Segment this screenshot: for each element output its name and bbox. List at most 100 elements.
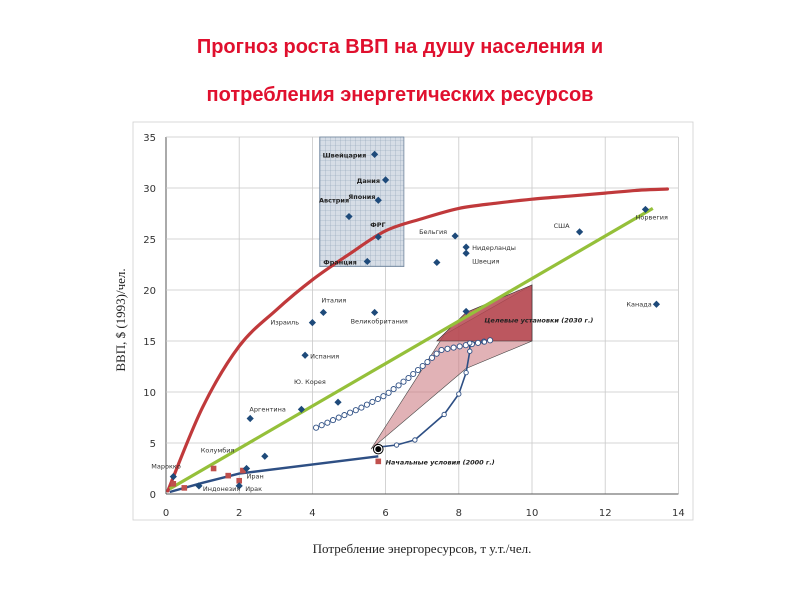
country-label: Ирак (245, 485, 262, 493)
country-marker (261, 452, 269, 460)
trajectory-marker (412, 437, 418, 443)
low-income-marker (225, 472, 232, 479)
forecast-circle-marker (352, 407, 359, 414)
forecast-circle-marker (487, 337, 494, 344)
forecast-circle-marker (419, 362, 426, 370)
country-label: Индонезия (203, 485, 241, 493)
y-tick-label: 25 (143, 235, 156, 246)
x-axis-label: Потребление энергоресурсов, т у.т./чел. (313, 541, 532, 556)
forecast-circle-marker (363, 401, 370, 408)
green-trend-line (168, 207, 654, 491)
country-marker (195, 482, 203, 490)
country-marker (334, 398, 342, 406)
forecast-circle-marker (329, 417, 337, 424)
country-label: Великобритания (351, 317, 408, 325)
country-marker (371, 150, 379, 158)
country-label: Нидерланды (472, 244, 516, 252)
country-marker (374, 233, 382, 241)
forecast-circle-marker (414, 366, 422, 374)
x-tick-label: 10 (526, 508, 539, 519)
x-tick-label: 6 (382, 508, 388, 519)
country-label: Канада (626, 300, 651, 308)
trajectory-marker (463, 369, 469, 376)
low-income-marker (236, 477, 242, 484)
country-label: Австрия (319, 197, 349, 205)
forecast-circle-marker (395, 382, 402, 389)
page-title-line-2: потребления энергетических ресурсов (206, 84, 594, 106)
country-marker (575, 228, 584, 236)
forecast-circle-marker (433, 350, 440, 357)
x-tick-label: 12 (599, 508, 612, 519)
forecast-circle-marker (374, 395, 381, 403)
forecast-circle-marker (347, 409, 354, 416)
x-tick-label: 8 (456, 508, 462, 519)
x-tick-label: 14 (672, 508, 685, 519)
target-annotation: Целевые установки (2030 г.) (484, 317, 593, 325)
forecast-circle-marker (410, 370, 417, 378)
x-tick-label: 0 (163, 508, 169, 519)
y-tick-label: 5 (150, 439, 156, 450)
forecast-areas (370, 284, 533, 450)
trajectory-marker (481, 339, 488, 345)
country-marker (363, 257, 371, 266)
y-axis-label: ВВП, $ (1993)/чел. (113, 268, 128, 371)
country-label: Франция (323, 258, 357, 266)
forecast-circle-marker (428, 354, 436, 361)
y-tick-label: 20 (143, 286, 156, 297)
country-marker (374, 196, 382, 204)
country-marker (242, 464, 251, 473)
trajectory-marker (467, 348, 473, 354)
forecast-circle-marker (341, 412, 348, 419)
forecast-circle-marker (390, 386, 397, 393)
country-marker (246, 414, 254, 423)
country-marker (235, 482, 243, 490)
y-tick-label: 35 (143, 133, 156, 144)
country-label: Япония (348, 193, 375, 201)
red-trend-curve (166, 187, 669, 493)
low-income-marker (240, 467, 246, 474)
country-marker (371, 308, 379, 317)
country-marker (462, 249, 470, 257)
trajectory-marker (441, 411, 447, 418)
y-tick-label: 0 (150, 490, 156, 501)
trajectory-marker (393, 442, 400, 448)
country-label: Ю. Корея (294, 378, 326, 386)
country-marker (301, 351, 309, 359)
forecast-circle-marker (380, 393, 387, 400)
forecast-circle-marker (324, 419, 331, 426)
forecast-circle-marker (444, 345, 451, 352)
low-income-marker (181, 485, 188, 491)
country-marker (462, 243, 470, 251)
country-marker (451, 232, 459, 240)
start-point-inner (375, 446, 382, 453)
forecast-circle-marker (424, 358, 431, 366)
country-label: ФРГ (370, 221, 385, 229)
forecast-circle-marker (369, 398, 376, 405)
country-label: Колумбия (201, 446, 235, 454)
forecast-circle-marker (318, 422, 325, 429)
y-tick-label: 10 (143, 388, 156, 399)
country-marker (382, 176, 390, 184)
country-marker (652, 300, 661, 308)
country-label: Иран (247, 473, 264, 481)
country-label: Дания (357, 177, 380, 185)
forecast-circle-marker (456, 343, 463, 350)
country-marker (345, 212, 353, 221)
initial-annotation: Начальные условия (2000 г.) (386, 458, 495, 466)
y-tick-label: 15 (143, 337, 156, 348)
country-label: Бельгия (419, 228, 447, 236)
low-income-marker (210, 465, 217, 472)
country-label: Норвегия (636, 213, 668, 221)
forecast-circle-marker (400, 378, 407, 385)
country-marker (641, 205, 650, 214)
forecast-circle-marker (335, 414, 342, 421)
data-points (169, 150, 661, 491)
forecast-circle-marker (438, 346, 445, 354)
x-tick-label: 2 (236, 508, 242, 519)
country-label: Швеция (472, 257, 499, 265)
country-label: Израиль (270, 319, 299, 327)
forecast-circle-marker (450, 344, 457, 351)
x-tick-label: 4 (309, 508, 315, 519)
country-marker (169, 473, 177, 481)
